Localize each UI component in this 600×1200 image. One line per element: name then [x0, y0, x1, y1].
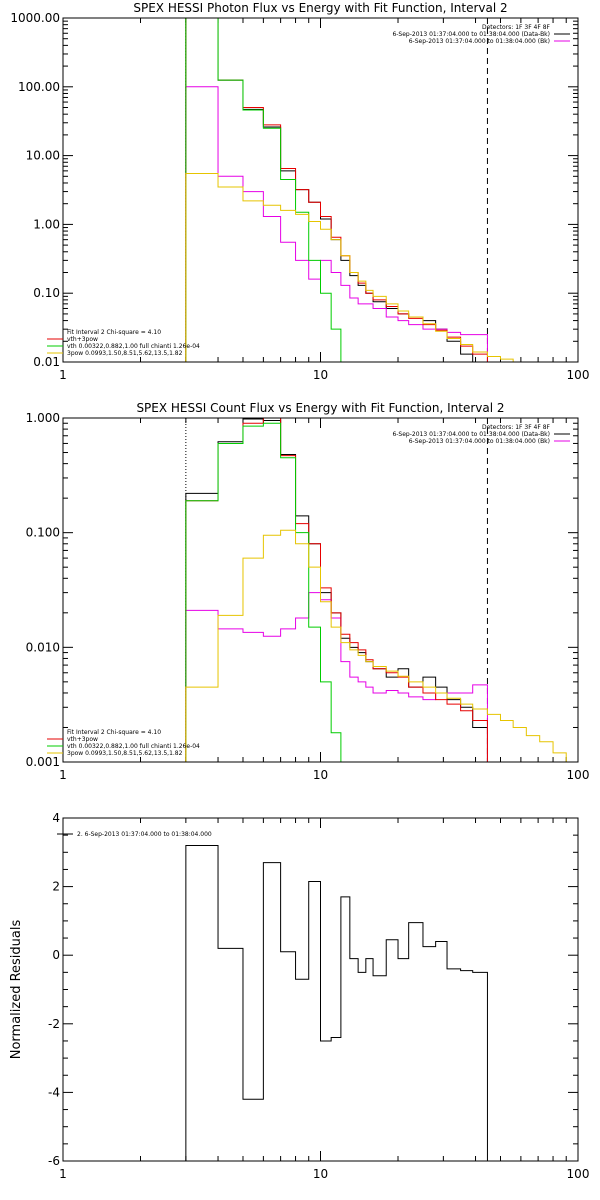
y-tick-label: 1.00 [33, 217, 60, 231]
x-ticks [62, 418, 567, 762]
y-tick-label: 10.00 [26, 149, 60, 163]
legend-text: 3pow 0.0993,1.50,8.51,5.62,13.5,1.82 [67, 750, 183, 757]
x-ticks [62, 18, 567, 362]
x-tick-label: 1 [59, 368, 67, 382]
plot-frame [62, 17, 579, 363]
legend-text: vth+3pow [67, 736, 98, 743]
series-line-1 [185, 18, 488, 362]
x-tick-label: 100 [567, 1167, 590, 1181]
series-line-1 [185, 418, 488, 762]
data-layer [185, 418, 578, 762]
legend-text: 6-Sep-2013 01:37:04.000 to 01:38:04.000 … [392, 31, 550, 38]
count-flux-panel: SPEX HESSI Count Flux vs Energy with Fit… [26, 401, 590, 782]
legend-text: Fit Interval 2 Chi-square = 4.10 [67, 729, 161, 736]
y-tick-label: 4 [52, 811, 60, 825]
data-layer [185, 18, 578, 362]
plot-frame [62, 417, 579, 763]
y-tick-label: 2 [52, 880, 60, 894]
x-ticks [62, 818, 567, 1161]
series-line-3 [185, 418, 488, 762]
data-layer [185, 844, 488, 1161]
series-line-4 [185, 422, 351, 762]
y-tick-label: 0.010 [26, 640, 60, 654]
x-tick-label: 10 [313, 1167, 328, 1181]
legend-text: Detectors: 1F 3F 4F 8F [482, 24, 551, 31]
y-ticks [63, 422, 578, 763]
y-tick-label: 100.00 [18, 80, 60, 94]
y-ticks [63, 20, 578, 363]
series-line-3 [185, 18, 488, 362]
legend-text: 6-Sep-2013 01:37:04.000 to 01:38:04.000 … [409, 438, 550, 445]
series-line-5 [185, 529, 578, 762]
legend-text: vth 0.00322,0.882,1.00 full chianti 1.26… [67, 343, 200, 350]
legend-text: vth 0.00322,0.882,1.00 full chianti 1.26… [67, 743, 200, 750]
y-tick-label: 0 [52, 948, 60, 962]
residuals-panel: Normalized Residuals 1 10 100 -6 -4 -2 0 2 4 2. 6-… [9, 811, 589, 1181]
legend-text: Detectors: 1F 3F 4F 8F [482, 424, 551, 431]
y-tick-label: -6 [48, 1154, 60, 1168]
series-line-5 [185, 172, 578, 362]
x-tick-label: 10 [313, 768, 328, 782]
y-axis-label: Normalized Residuals [9, 920, 24, 1060]
legend-text: vth+3pow [67, 336, 98, 343]
legend-text: Fit Interval 2 Chi-square = 4.10 [67, 329, 161, 336]
y-tick-label: 1000.00 [10, 11, 60, 25]
legend-text: 2. 6-Sep-2013 01:37:04.000 to 01:38:04.0… [77, 831, 212, 838]
legend-text: 6-Sep-2013 01:37:04.000 to 01:38:04.000 … [409, 38, 550, 45]
y-tick-label: -2 [48, 1017, 60, 1031]
y-tick-label: 0.100 [26, 526, 60, 540]
series-line-2 [185, 592, 488, 762]
y-ticks [63, 817, 578, 1162]
chart-title: SPEX HESSI Photon Flux vs Energy with Fi… [133, 1, 507, 15]
series-line-1 [185, 844, 488, 1161]
series-line-4 [185, 18, 351, 362]
x-tick-label: 1 [59, 1167, 67, 1181]
legend-text: 3pow 0.0993,1.50,8.51,5.62,13.5,1.82 [67, 350, 183, 357]
x-tick-label: 1 [59, 768, 67, 782]
y-tick-label: 0.001 [26, 755, 60, 769]
legend-text: 6-Sep-2013 01:37:04.000 to 01:38:04.000 … [392, 431, 550, 438]
plot-frame [62, 817, 579, 1162]
y-tick-label: 0.01 [33, 355, 60, 369]
x-tick-label: 10 [313, 368, 328, 382]
y-tick-label: 0.10 [33, 286, 60, 300]
y-tick-label: -4 [48, 1085, 60, 1099]
y-tick-label: 1.000 [26, 411, 60, 425]
photon-flux-panel: SPEX HESSI Photon Flux vs Energy with Fi… [10, 1, 589, 382]
chart-title: SPEX HESSI Count Flux vs Energy with Fit… [136, 401, 504, 415]
x-tick-label: 100 [567, 768, 590, 782]
series-line-2 [185, 86, 488, 362]
x-tick-label: 100 [567, 368, 590, 382]
